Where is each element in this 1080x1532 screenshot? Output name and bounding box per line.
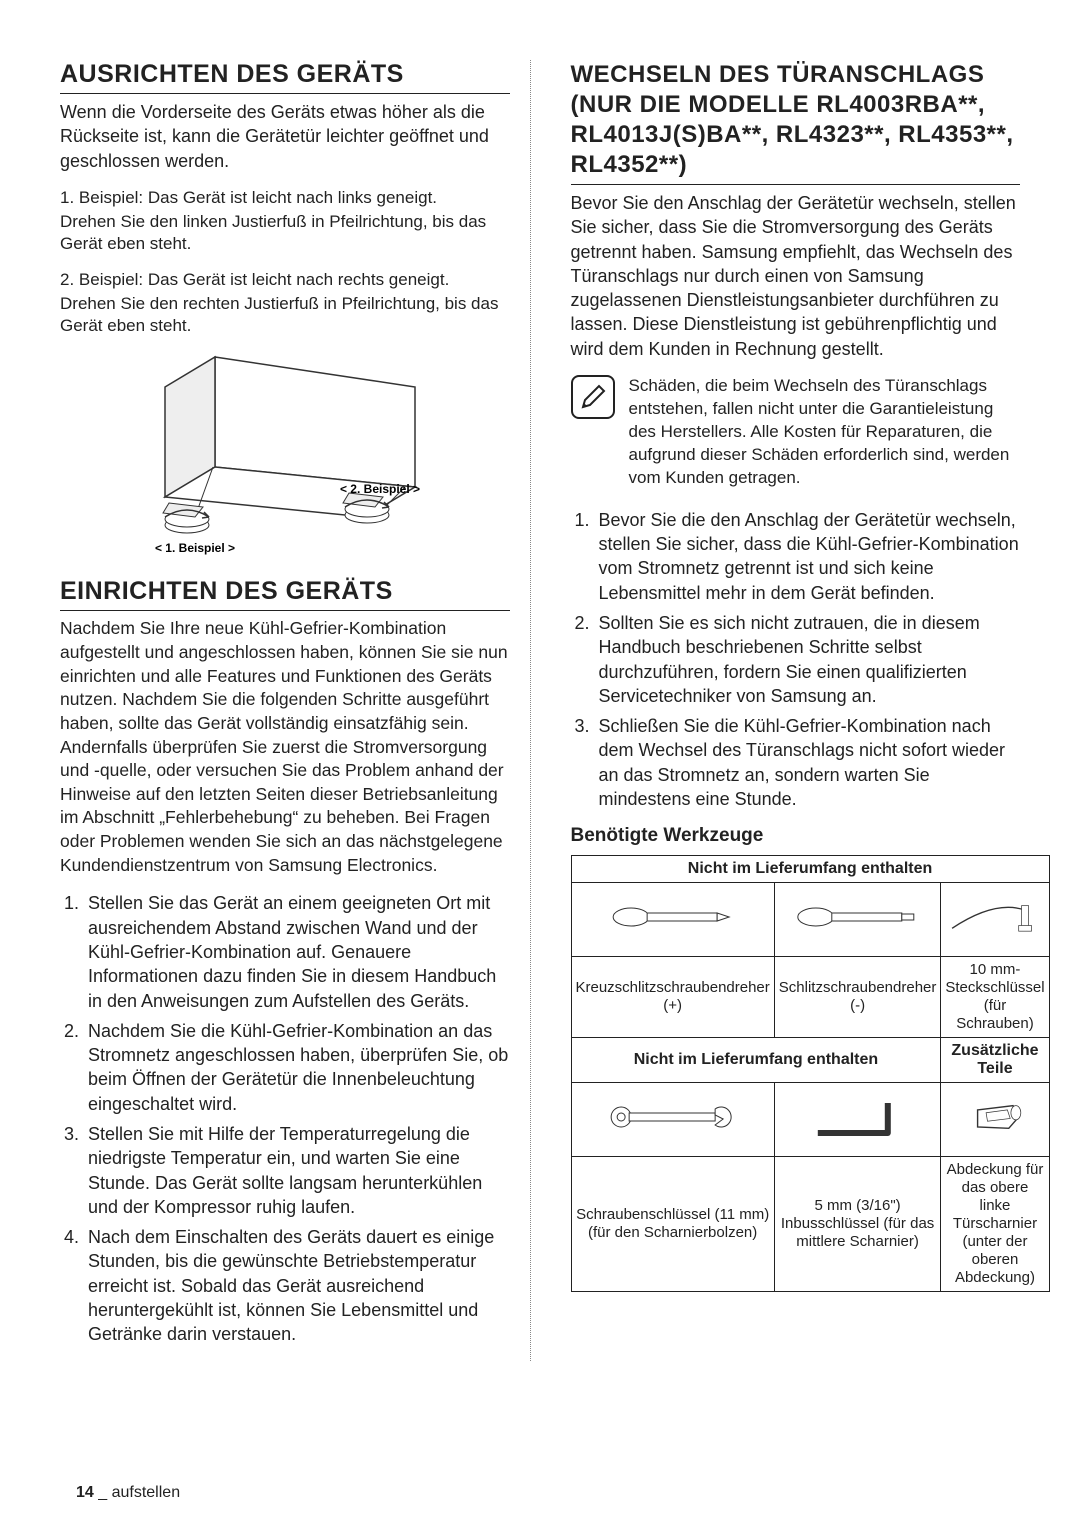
tools-table: Nicht im Lieferumfang enthalten	[571, 855, 1050, 1292]
warning-note: Schäden, die beim Wechseln des Türanschl…	[571, 375, 1021, 490]
door-reverse-steps: Bevor Sie die den Anschlag der Gerätetür…	[571, 508, 1021, 812]
table-header: Nicht im Lieferumfang enthalten	[571, 1038, 941, 1083]
footer-section: aufstellen	[112, 1484, 181, 1501]
list-item: Nach dem Einschalten des Geräts dauert e…	[60, 1225, 510, 1346]
note-pencil-icon	[571, 375, 615, 419]
list-item: Bevor Sie die den Anschlag der Gerätetür…	[571, 508, 1021, 605]
leveling-intro: Wenn die Vorderseite des Geräts etwas hö…	[60, 100, 510, 173]
example-2-title: 2. Beispiel: Das Gerät ist leicht nach r…	[60, 269, 510, 291]
example-1-title: 1. Beispiel: Das Gerät ist leicht nach l…	[60, 187, 510, 209]
tool-icon-hinge-cover	[941, 1083, 1049, 1157]
section-heading-door-reverse: WECHSELN DES TÜRANSCHLAGS (NUR DIE MODEL…	[571, 60, 1021, 185]
section-heading-leveling: AUSRICHTEN DES GERÄTS	[60, 60, 510, 94]
door-reverse-intro: Bevor Sie den Anschlag der Gerätetür wec…	[571, 191, 1021, 361]
setup-intro: Nachdem Sie Ihre neue Kühl-Gefrier-Kombi…	[60, 617, 510, 877]
tool-icon-socket	[941, 883, 1049, 957]
example-1-text: Drehen Sie den linken Justierfuß in Pfei…	[60, 211, 510, 255]
tool-icon-wrench	[571, 1083, 774, 1157]
tool-label: 10 mm-Steckschlüssel (für Schrauben)	[941, 957, 1049, 1038]
list-item: Sollten Sie es sich nicht zutrauen, die …	[571, 611, 1021, 708]
table-header: Zusätzliche Teile	[941, 1038, 1049, 1083]
page-footer: 14 _ aufstellen	[76, 1484, 180, 1502]
diagram-caption-1: < 1. Beispiel >	[155, 541, 235, 555]
tool-label: Schraubenschlüssel (11 mm) (für den Scha…	[571, 1157, 774, 1292]
tool-label: 5 mm (3/16") Inbusschlüssel (für das mit…	[774, 1157, 941, 1292]
list-item: Nachdem Sie die Kühl-Gefrier-Kombination…	[60, 1019, 510, 1116]
leveling-diagram: < 1. Beispiel > < 2. Beispiel >	[105, 347, 465, 557]
tool-label: Abdeckung für das obere linke Türscharni…	[941, 1157, 1049, 1292]
warning-note-text: Schäden, die beim Wechseln des Türanschl…	[629, 375, 1021, 490]
tools-heading: Benötigte Werkzeuge	[571, 825, 1021, 847]
tool-icon-flathead	[774, 883, 941, 957]
diagram-caption-2: < 2. Beispiel >	[340, 482, 420, 496]
list-item: Stellen Sie mit Hilfe der Temperaturrege…	[60, 1122, 510, 1219]
setup-steps-list: Stellen Sie das Gerät an einem geeignete…	[60, 891, 510, 1346]
page-number: 14	[76, 1484, 94, 1501]
list-item: Stellen Sie das Gerät an einem geeignete…	[60, 891, 510, 1012]
table-header: Nicht im Lieferumfang enthalten	[571, 856, 1049, 883]
list-item: Schließen Sie die Kühl-Gefrier-Kombinati…	[571, 714, 1021, 811]
tool-label: Kreuzschlitzschraubendreher (+)	[571, 957, 774, 1038]
tool-icon-allen	[774, 1083, 941, 1157]
example-2-text: Drehen Sie den rechten Justierfuß in Pfe…	[60, 293, 510, 337]
section-heading-setup: EINRICHTEN DES GERÄTS	[60, 577, 510, 611]
tool-label: Schlitzschraubendreher (-)	[774, 957, 941, 1038]
tool-icon-phillips	[571, 883, 774, 957]
